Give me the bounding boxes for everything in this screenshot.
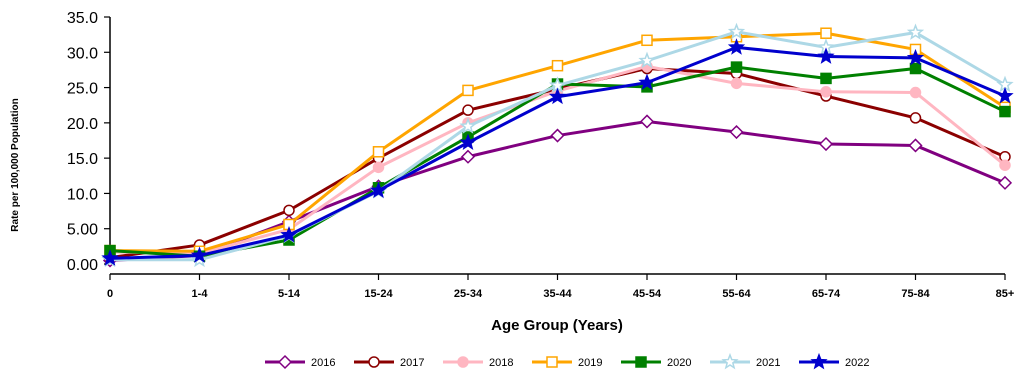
legend-marker: [457, 356, 469, 368]
data-point-2019-25-34: [462, 84, 474, 97]
data-point-2017-5-14: [283, 204, 295, 217]
data-point-2016-65-74: [818, 136, 834, 152]
legend-marker: [277, 354, 293, 370]
data-point-2016-55-64: [729, 124, 744, 140]
legend-label: 2019: [578, 357, 602, 369]
legend-item-2019: 2019: [532, 356, 602, 369]
data-point-2017-75-84: [909, 112, 922, 124]
data-point-2018-55-64: [730, 77, 743, 90]
data-point-2022-5-14: [280, 225, 298, 243]
data-point-2022-65-74: [817, 47, 835, 64]
x-tick-label: 15-24: [364, 288, 393, 300]
legend-item-2020: 2020: [621, 356, 691, 369]
x-tick-label: 75-84: [901, 288, 930, 300]
data-point-2022-85+: [996, 86, 1014, 104]
y-tick-label: 20.0: [67, 116, 98, 133]
data-point-2021-45-54: [638, 51, 656, 69]
y-tick-label: 10.0: [67, 186, 98, 203]
data-point-2018-85+: [999, 159, 1011, 171]
data-point-2016-45-54: [639, 114, 655, 129]
legend-marker: [721, 352, 739, 370]
x-tick-label: 85+: [996, 288, 1015, 300]
data-point-2019-35-44: [551, 59, 564, 72]
data-point-2021-75-84: [906, 23, 925, 40]
x-tick-label: 45-54: [633, 288, 662, 300]
data-point-2018-15-24: [372, 161, 385, 174]
legend-marker: [810, 352, 828, 370]
x-axis-title: Age Group (Years): [491, 317, 623, 334]
data-point-2019-65-74: [820, 27, 832, 39]
x-tick-label: 65-74: [812, 288, 841, 300]
data-point-2018-65-74: [820, 86, 832, 98]
data-point-2019-15-24: [372, 146, 385, 158]
legend-item-2022: 2022: [799, 352, 869, 370]
legend-label: 2021: [756, 357, 780, 369]
data-point-2022-15-24: [369, 181, 388, 198]
y-tick-label: 0.00: [67, 257, 98, 274]
legend-label: 2016: [311, 357, 335, 369]
y-axis-title: Rate per 100,000 Population: [10, 98, 21, 231]
y-tick-label: 5.00: [67, 222, 98, 239]
legend-item-2016: 2016: [265, 354, 335, 370]
x-tick-label: 55-64: [722, 288, 751, 300]
data-point-2022-1-4: [190, 246, 209, 263]
series-layer: [101, 22, 1014, 268]
data-point-2022-75-84: [906, 48, 925, 66]
x-tick-label: 1-4: [192, 288, 209, 300]
data-point-2021-25-34: [459, 117, 477, 134]
data-point-2022-45-54: [638, 73, 656, 90]
y-ticks: 0.00 5.00 10.0 15.0 20.0 25.0 30.0 35.0: [67, 10, 110, 274]
legend-item-2018: 2018: [443, 356, 513, 369]
data-point-2020-85+: [999, 105, 1011, 118]
data-point-2019-45-54: [641, 34, 653, 47]
series-2022: [101, 38, 1014, 266]
legend-item-2021: 2021: [710, 352, 780, 370]
legend-label: 2018: [489, 357, 513, 369]
legend-marker: [368, 356, 380, 368]
data-point-2022-25-34: [459, 133, 477, 150]
x-tick-label: 0: [107, 288, 113, 300]
x-tick-label: 25-34: [454, 288, 483, 300]
legend-label: 2020: [667, 357, 691, 369]
y-tick-label: 35.0: [67, 10, 98, 27]
data-point-2017-25-34: [462, 104, 474, 116]
data-point-2020-55-64: [730, 61, 743, 73]
x-ticks: 0 1-4 5-14 15-24 25-34 35-44 45-54 55-64 65-74 75…: [107, 274, 1014, 300]
data-point-2020-65-74: [820, 72, 832, 85]
data-point-2016-35-44: [550, 128, 565, 143]
data-point-2021-55-64: [727, 22, 746, 40]
x-tick-label: 35-44: [543, 288, 572, 300]
legend: 2016 2017 2018 2019 2020 2021 2022: [265, 352, 869, 370]
y-tick-label: 15.0: [67, 151, 98, 168]
data-point-2022-0: [101, 249, 119, 266]
data-point-2016-75-84: [908, 138, 923, 153]
legend-label: 2017: [400, 357, 424, 369]
y-tick-label: 25.0: [67, 81, 98, 98]
data-point-2016-85+: [997, 175, 1013, 190]
data-point-2022-55-64: [727, 38, 746, 55]
data-point-2020-75-84: [909, 62, 922, 75]
data-point-2022-35-44: [548, 87, 567, 105]
x-tick-label: 5-14: [278, 288, 301, 300]
legend-marker: [546, 356, 558, 368]
y-tick-label: 30.0: [67, 45, 98, 62]
data-point-2016-25-34: [460, 149, 476, 164]
legend-item-2017: 2017: [354, 356, 424, 369]
data-point-2018-75-84: [909, 86, 922, 99]
legend-label: 2022: [845, 357, 869, 369]
legend-marker: [635, 356, 647, 368]
